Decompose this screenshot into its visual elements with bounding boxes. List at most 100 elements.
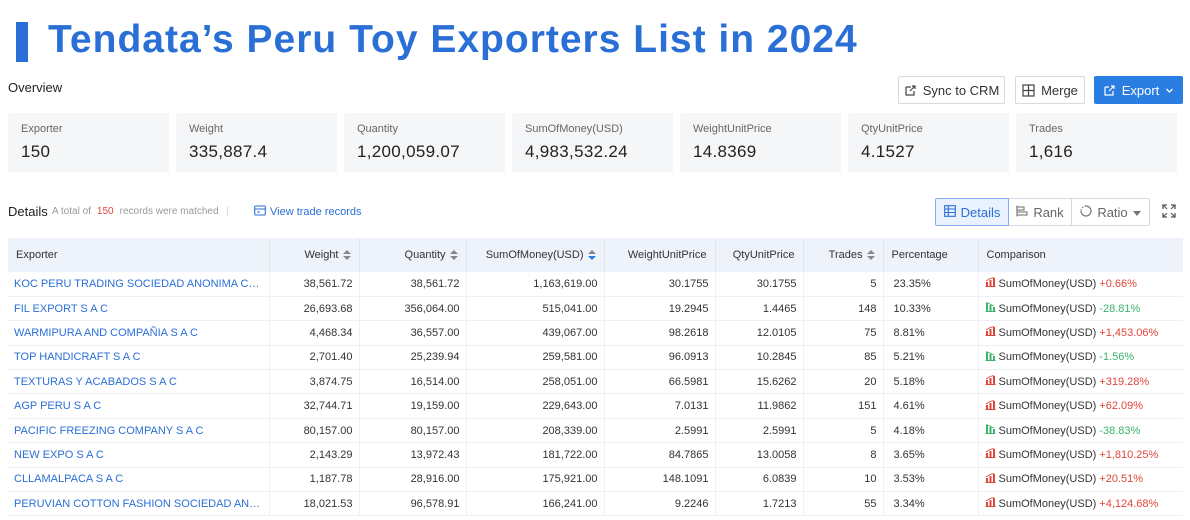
table-row: AGP PERU S A C 32,744.71 19,159.00 229,643.… xyxy=(8,393,1183,419)
quantity-cell: 36,557.00 xyxy=(359,320,467,346)
quantity-cell: 19,159.00 xyxy=(359,393,467,419)
comparison-metric: SumOfMoney(USD) xyxy=(998,448,1097,461)
trend-up-chart-icon xyxy=(985,375,996,388)
details-heading: Details xyxy=(8,204,48,219)
qty-unit-price-cell: 11.9862 xyxy=(715,393,804,419)
percentage-cell: 3.65% xyxy=(883,442,979,468)
comparison-metric: SumOfMoney(USD) xyxy=(998,400,1097,413)
trend-up-chart-icon xyxy=(985,399,996,413)
export-icon xyxy=(1103,84,1116,97)
stat-card-qty-unit-price: QtyUnitPrice 4.1527 xyxy=(848,113,1009,172)
qty-unit-price-cell: 30.1755 xyxy=(715,272,804,297)
qty-unit-price-cell: 1.7213 xyxy=(715,491,804,516)
merge-button[interactable]: Merge xyxy=(1015,76,1085,104)
sum-of-money-cell: 181,722.00 xyxy=(466,442,605,468)
qty-unit-price-cell: 15.6262 xyxy=(715,369,804,394)
exporter-name-link[interactable]: FIL EXPORT S A C xyxy=(8,296,270,321)
sort-icon[interactable] xyxy=(449,250,458,261)
column-header-weight[interactable]: Weight xyxy=(269,238,360,272)
comparison-change: +4,124.68% xyxy=(1099,497,1159,510)
comparison-metric: SumOfMoney(USD) xyxy=(998,424,1097,437)
sync-icon xyxy=(904,84,917,97)
rank-bars-icon xyxy=(1016,205,1028,220)
exporter-name-link[interactable]: CLLAMALPACA S A C xyxy=(8,467,270,492)
table-row: TEXTURAS Y ACABADOS S A C 3,874.75 16,514.… xyxy=(8,369,1183,394)
exporter-name-link[interactable]: PERUVIAN COTTON FASHION SOCIEDAD ANONIMA… xyxy=(8,491,270,516)
ratio-circle-icon xyxy=(1080,204,1092,220)
matched-prefix: A total of xyxy=(52,206,91,217)
stat-card-exporter: Exporter 150 xyxy=(8,113,169,172)
weight-cell: 26,693.68 xyxy=(269,296,360,321)
qty-unit-price-cell: 1.4465 xyxy=(715,296,804,321)
trades-cell: 8 xyxy=(803,442,884,468)
view-rank-label: Rank xyxy=(1033,204,1064,220)
column-header-quantity[interactable]: Quantity xyxy=(359,238,467,272)
comparison-change: +319.28% xyxy=(1099,375,1150,388)
quantity-cell: 16,514.00 xyxy=(359,369,467,394)
comparison-cell: SumOfMoney(USD) -1.56% xyxy=(978,345,1183,369)
overview-heading: Overview xyxy=(8,80,63,95)
exporter-name-link[interactable]: TOP HANDICRAFT S A C xyxy=(8,345,270,370)
percentage-cell: 4.18% xyxy=(883,418,979,443)
table-row: FIL EXPORT S A C 26,693.68 356,064.00 515,0… xyxy=(8,296,1183,321)
sort-desc-icon[interactable] xyxy=(587,250,596,261)
merge-icon xyxy=(1022,83,1035,97)
table-row: CLLAMALPACA S A C 1,187.78 28,916.00 175,92… xyxy=(8,467,1183,492)
trend-down-chart-icon xyxy=(985,302,996,315)
table-row: PACIFIC FREEZING COMPANY S A C 80,157.00 8… xyxy=(8,418,1183,443)
comparison-cell: SumOfMoney(USD) +62.09% xyxy=(978,394,1183,418)
column-header-sum-of-money[interactable]: SumOfMoney(USD) xyxy=(466,238,605,272)
table-row: PERUVIAN COTTON FASHION SOCIEDAD ANONIMA… xyxy=(8,491,1183,516)
weight-cell: 2,143.29 xyxy=(269,442,360,468)
stat-label: SumOfMoney(USD) xyxy=(525,123,623,135)
view-rank-tab[interactable]: Rank xyxy=(1009,198,1072,226)
records-icon xyxy=(254,205,266,219)
trend-down-chart-icon xyxy=(985,424,996,437)
weight-unit-price-cell: 9.2246 xyxy=(604,491,716,516)
stat-card-trades: Trades 1,616 xyxy=(1016,113,1177,172)
comparison-metric: SumOfMoney(USD) xyxy=(998,497,1097,510)
stat-card-weight: Weight 335,887.4 xyxy=(176,113,337,172)
sort-icon[interactable] xyxy=(866,250,875,261)
page-title: Tendata’s Peru Toy Exporters List in 202… xyxy=(48,18,858,61)
weight-cell: 18,021.53 xyxy=(269,491,360,516)
view-trade-records-link[interactable]: View trade records xyxy=(254,205,362,219)
exporter-name-link[interactable]: PACIFIC FREEZING COMPANY S A C xyxy=(8,418,270,443)
exporter-name-link[interactable]: TEXTURAS Y ACABADOS S A C xyxy=(8,369,270,394)
table-header-row: Exporter Weight Quantity SumOfMoney(USD)… xyxy=(8,238,1183,272)
trades-cell: 10 xyxy=(803,467,884,492)
exporter-name-link[interactable]: WARMIPURA AND COMPAÑIA S A C xyxy=(8,320,270,346)
stat-label: Quantity xyxy=(357,123,398,135)
caret-down-icon xyxy=(1132,205,1141,220)
comparison-cell: SumOfMoney(USD) -38.83% xyxy=(978,418,1183,442)
exporter-name-link[interactable]: NEW EXPO S A C xyxy=(8,442,270,468)
column-header-trades[interactable]: Trades xyxy=(803,238,884,272)
sum-of-money-cell: 229,643.00 xyxy=(466,393,605,419)
column-header-percentage: Percentage xyxy=(883,238,979,272)
weight-unit-price-cell: 148.1091 xyxy=(604,467,716,492)
sync-to-crm-button[interactable]: Sync to CRM xyxy=(898,76,1005,104)
column-header-comparison: Comparison xyxy=(986,249,1046,261)
view-trade-records-label: View trade records xyxy=(270,206,362,218)
view-details-tab[interactable]: Details xyxy=(935,198,1009,226)
stat-label: Exporter xyxy=(21,123,63,135)
weight-cell: 32,744.71 xyxy=(269,393,360,419)
view-ratio-dropdown[interactable]: Ratio xyxy=(1072,198,1150,226)
sum-of-money-cell: 208,339.00 xyxy=(466,418,605,443)
export-label: Export xyxy=(1121,82,1160,98)
fullscreen-icon[interactable] xyxy=(1162,204,1176,218)
exporter-name-link[interactable]: KOC PERU TRADING SOCIEDAD ANONIMA CERRAD… xyxy=(8,272,270,297)
export-button[interactable]: Export xyxy=(1094,76,1183,104)
comparison-change: +1,453.06% xyxy=(1099,326,1159,339)
trend-up-chart-icon xyxy=(985,448,996,461)
sort-icon[interactable] xyxy=(342,250,351,261)
comparison-metric: SumOfMoney(USD) xyxy=(998,326,1097,339)
comparison-metric: SumOfMoney(USD) xyxy=(998,302,1097,315)
weight-cell: 80,157.00 xyxy=(269,418,360,443)
stat-value: 4.1527 xyxy=(861,142,915,161)
weight-unit-price-cell: 96.0913 xyxy=(604,345,716,370)
exporter-name-link[interactable]: AGP PERU S A C xyxy=(8,393,270,419)
stat-label: WeightUnitPrice xyxy=(693,123,772,135)
column-header-weight-unit-price: WeightUnitPrice xyxy=(604,238,716,272)
weight-unit-price-cell: 98.2618 xyxy=(604,320,716,346)
